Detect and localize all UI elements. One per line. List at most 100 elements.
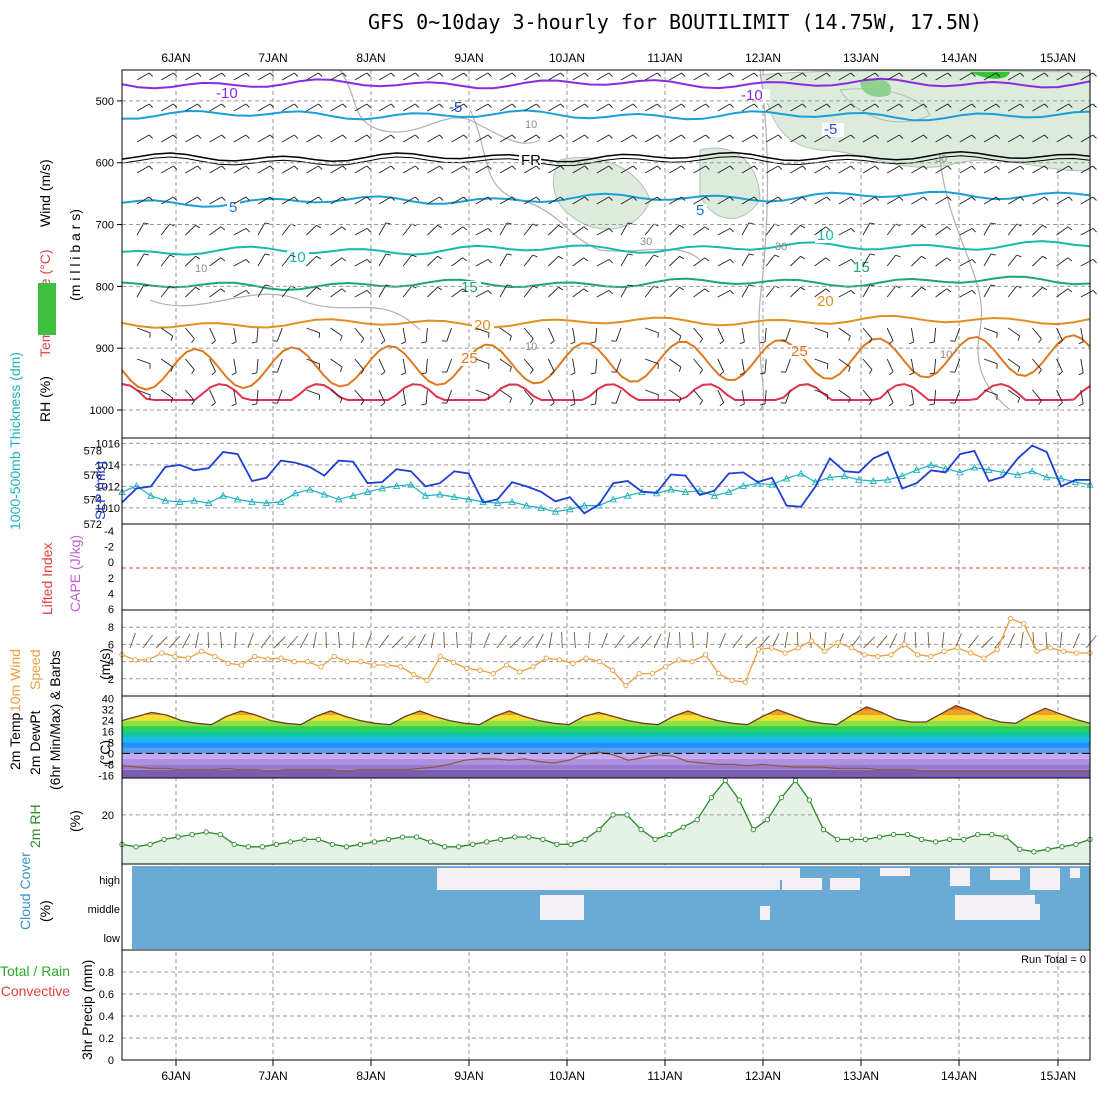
wind-barb xyxy=(439,196,444,201)
thickness-point xyxy=(970,463,979,471)
wind-barb xyxy=(868,369,873,375)
wind-barb xyxy=(402,389,407,404)
thickness-point xyxy=(537,504,545,511)
wind-barb xyxy=(209,327,216,341)
wind-barb xyxy=(233,290,247,298)
wind-barb xyxy=(632,72,638,77)
wind-barb xyxy=(909,341,914,345)
wind-barb xyxy=(719,402,724,407)
wind-barb xyxy=(584,196,589,201)
wind-barb xyxy=(862,72,876,81)
wind-barb xyxy=(509,366,512,372)
wind-speed-point xyxy=(185,655,191,661)
wind-barb xyxy=(366,228,371,233)
temp2m-ylabel: 2m Temp xyxy=(7,712,23,770)
wind-barb xyxy=(790,196,803,205)
wind-barb xyxy=(608,165,613,170)
wind-speed-point xyxy=(424,677,430,684)
wind-barb xyxy=(354,228,368,236)
thickness-point xyxy=(161,496,170,504)
rh2m-line xyxy=(121,779,1091,853)
thickness-point xyxy=(248,497,256,505)
wind-barb xyxy=(693,288,706,298)
wind-barb xyxy=(148,134,154,139)
cloud-unit: (%) xyxy=(37,900,53,922)
wind-barb xyxy=(160,285,171,298)
wind-barb xyxy=(983,72,997,81)
wind-barb xyxy=(197,72,202,77)
thickness-point xyxy=(797,469,805,477)
wind-barb xyxy=(850,259,855,264)
rh2m-point xyxy=(526,834,532,840)
wind-barb xyxy=(1042,286,1048,291)
wind-barb xyxy=(719,371,724,376)
surface-barb xyxy=(666,632,671,649)
wind-barb xyxy=(185,255,196,267)
wind-barb xyxy=(620,253,629,267)
surface-barb xyxy=(941,632,945,649)
wind-barb xyxy=(656,103,662,108)
wind-barb xyxy=(400,403,406,407)
wind-barb xyxy=(1032,134,1045,143)
wind-speed-point xyxy=(835,640,841,646)
wind-barb xyxy=(777,134,783,139)
wind-speed-point xyxy=(583,655,589,661)
wind-barb xyxy=(293,72,299,77)
wind-barb xyxy=(825,226,831,231)
wind-barb xyxy=(608,103,613,108)
wind-barb xyxy=(995,134,1001,139)
wind-barb xyxy=(947,165,952,170)
wind-barb xyxy=(427,134,440,143)
wind-barb xyxy=(1056,165,1069,174)
rh2m-point xyxy=(666,831,672,838)
wind-barb xyxy=(475,327,490,334)
wind-barb xyxy=(439,103,444,108)
wind-barb xyxy=(366,134,371,139)
temp-band xyxy=(122,753,1090,759)
wind-barb xyxy=(838,228,852,236)
wind-speed-point xyxy=(238,662,244,668)
wind-barb xyxy=(814,257,827,267)
wind-barb xyxy=(523,223,534,236)
wind-barb xyxy=(886,223,897,236)
wind-barb xyxy=(632,196,638,201)
wind-barb xyxy=(360,338,365,344)
wind-barb xyxy=(511,165,517,170)
wind-barb xyxy=(669,72,682,81)
wind-barb xyxy=(1007,103,1021,112)
wind-barb xyxy=(1007,165,1021,174)
wind-barb xyxy=(185,224,196,236)
wind-barb xyxy=(693,226,706,236)
wind-barb xyxy=(421,341,427,344)
wind-barb xyxy=(1080,134,1094,143)
wind-barb xyxy=(197,134,202,139)
wind-barb xyxy=(339,335,343,341)
top-day-label: 9JAN xyxy=(454,51,483,65)
thickness-point xyxy=(1028,467,1036,475)
surface-barb xyxy=(455,631,458,649)
wind-barb xyxy=(570,403,576,407)
wind-barb xyxy=(1017,335,1021,341)
temp-unit: (°C) xyxy=(97,740,113,765)
wind-barb xyxy=(644,196,658,205)
rh-label: 10 xyxy=(195,263,207,275)
wind-barb xyxy=(959,259,973,267)
wind-barb xyxy=(748,253,754,256)
wind-barb xyxy=(487,134,492,139)
wind-barb xyxy=(185,196,198,205)
wind-barb xyxy=(954,358,961,373)
wind-barb xyxy=(169,254,175,258)
cloud-gap xyxy=(782,878,822,890)
wind-barb xyxy=(1032,72,1045,81)
top-day-label: 11JAN xyxy=(647,51,682,65)
wind-barb xyxy=(535,165,541,170)
wind-barb xyxy=(596,290,610,298)
wind-barb xyxy=(774,254,780,258)
surface-barb xyxy=(732,635,743,649)
wind-barb xyxy=(427,103,440,112)
wind-barb xyxy=(705,72,710,77)
wind-barb xyxy=(679,255,685,260)
wind-barb xyxy=(211,402,216,407)
wind-barb xyxy=(136,327,151,334)
wind-speed-point xyxy=(848,645,854,651)
